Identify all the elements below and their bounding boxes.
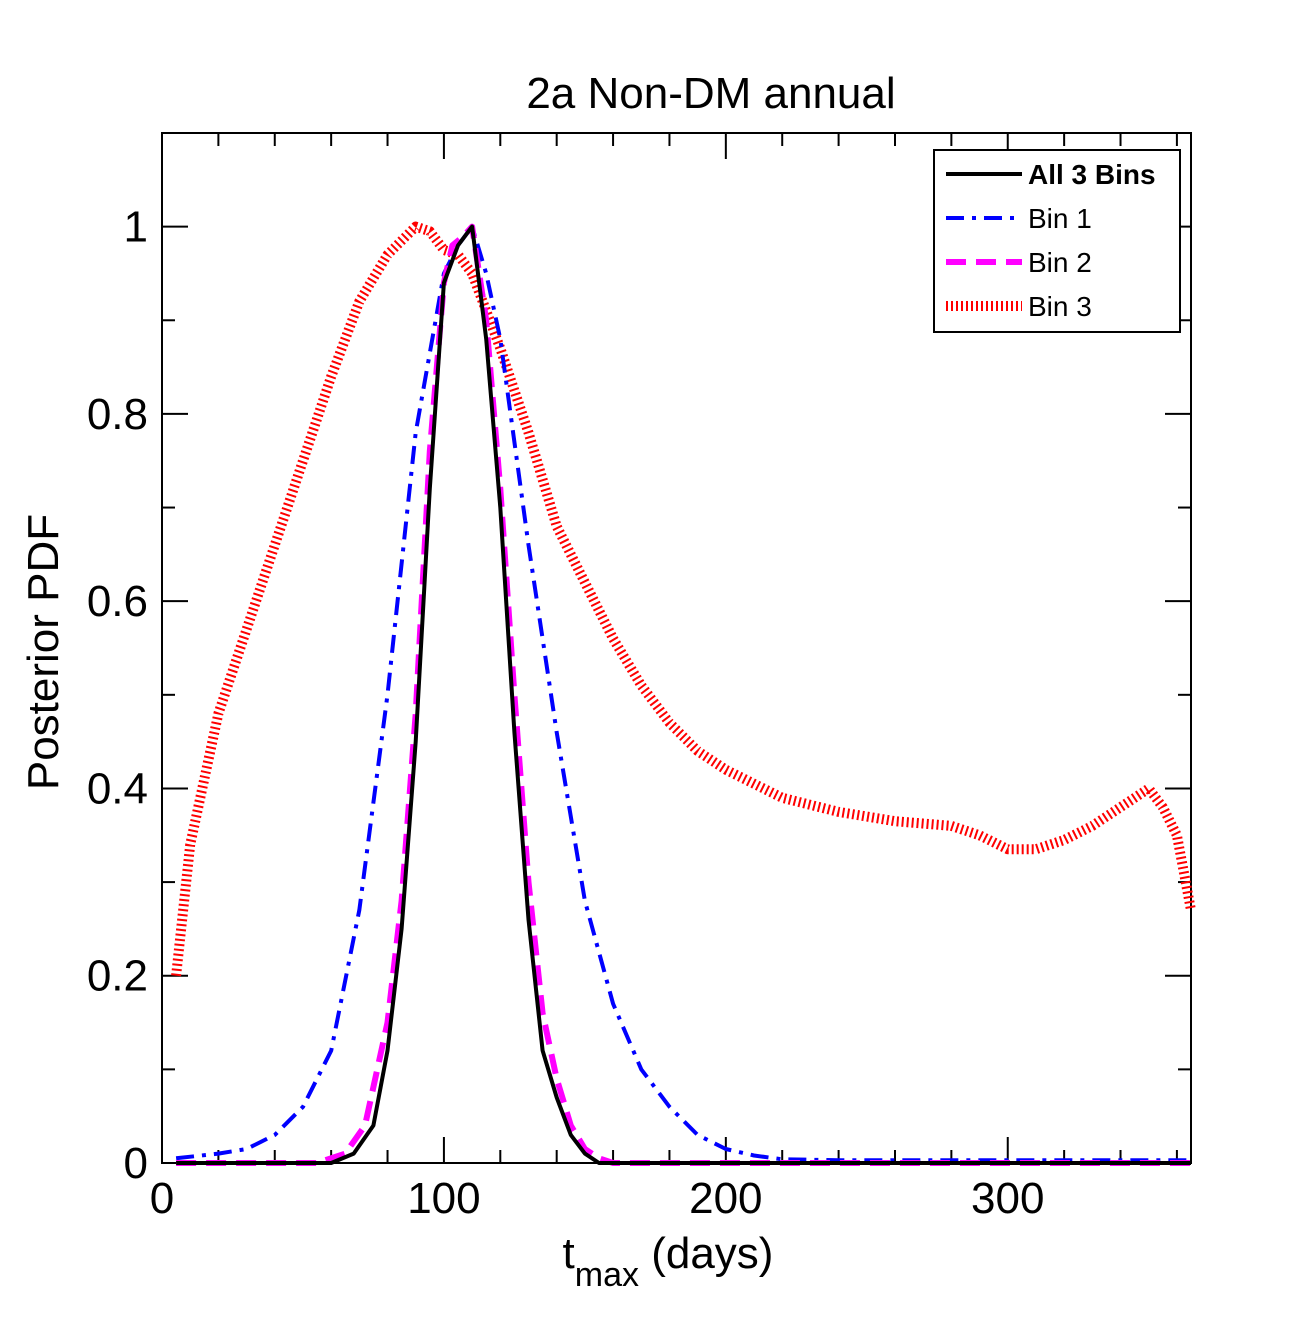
legend-label: Bin 1: [1028, 203, 1092, 234]
axis-ticks: [161, 132, 1191, 1164]
x-axis-label-rest: (days): [639, 1229, 773, 1278]
y-tick-label: 0: [124, 1139, 148, 1188]
plot-area: [161, 132, 1196, 1166]
y-tick-label: 0.4: [87, 764, 148, 813]
series-line-bin-3: [171, 221, 1196, 977]
y-tick-label: 0.6: [87, 577, 148, 626]
x-tick-label: 100: [407, 1174, 480, 1223]
legend-label: Bin 2: [1028, 247, 1092, 278]
series-line-bin-2: [176, 223, 1191, 1166]
y-tick-label: 1: [124, 203, 148, 252]
y-tick-labels: 0 0.2 0.4 0.6 0.8 1: [87, 203, 148, 1188]
x-axis-label-sub: max: [575, 1256, 639, 1294]
series-line-all-3-bins: [176, 224, 1191, 1165]
x-axis-label-main: t: [563, 1229, 575, 1278]
series-line-bin-1: [175, 224, 1191, 1163]
x-tick-label: 200: [689, 1174, 762, 1223]
x-tick-labels: 0 100 200 300: [150, 1174, 1045, 1223]
legend-label: All 3 Bins: [1028, 159, 1156, 190]
legend-box: [933, 149, 1181, 333]
x-axis-label: tmax (days): [563, 1229, 774, 1294]
y-tick-label: 0.2: [87, 952, 148, 1001]
chart-title: 2a Non-DM annual: [526, 69, 895, 118]
y-axis-label: Posterior PDF: [19, 514, 68, 790]
x-tick-label: 300: [971, 1174, 1044, 1223]
series-lines: [171, 221, 1196, 1166]
legend: All 3 Bins Bin 1 Bin 2 Bin 3: [933, 149, 1181, 333]
legend-label: Bin 3: [1028, 291, 1092, 322]
x-tick-label: 0: [150, 1174, 174, 1223]
y-tick-label: 0.8: [87, 390, 148, 439]
